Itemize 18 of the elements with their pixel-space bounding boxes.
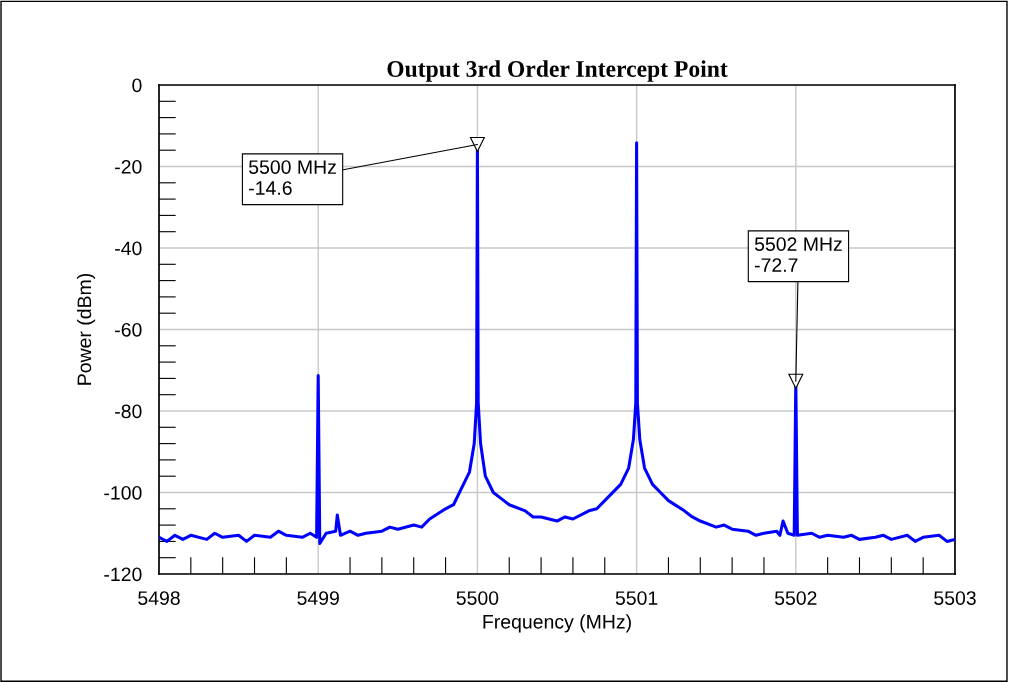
y-tick-label: -40 (115, 241, 142, 256)
annotation: 5500 MHz -14.6 (249, 160, 336, 195)
y-axis-title: Power (dBm) (76, 273, 96, 385)
x-tick-label: 5503 (934, 591, 976, 605)
x-tick-label: 5499 (297, 591, 339, 605)
y-tick-label: -60 (115, 322, 142, 337)
annotation: 5502 MHz -72.7 (754, 237, 842, 272)
y-tick-label: -20 (115, 159, 142, 174)
x-tick-label: 5498 (138, 591, 180, 605)
y-tick-label: -80 (115, 404, 142, 419)
x-tick-label: 5502 (774, 591, 817, 605)
chart-title: Output 3rd Order Intercept Point (387, 60, 728, 82)
x-tick-label: 5501 (615, 591, 658, 605)
y-tick-label: -100 (104, 485, 142, 500)
y-tick-label: -120 (104, 567, 142, 582)
x-tick-label: 5500 (456, 591, 499, 605)
x-axis-title: Frequency (MHz) (483, 614, 631, 633)
y-tick-label: 0 (132, 78, 142, 93)
